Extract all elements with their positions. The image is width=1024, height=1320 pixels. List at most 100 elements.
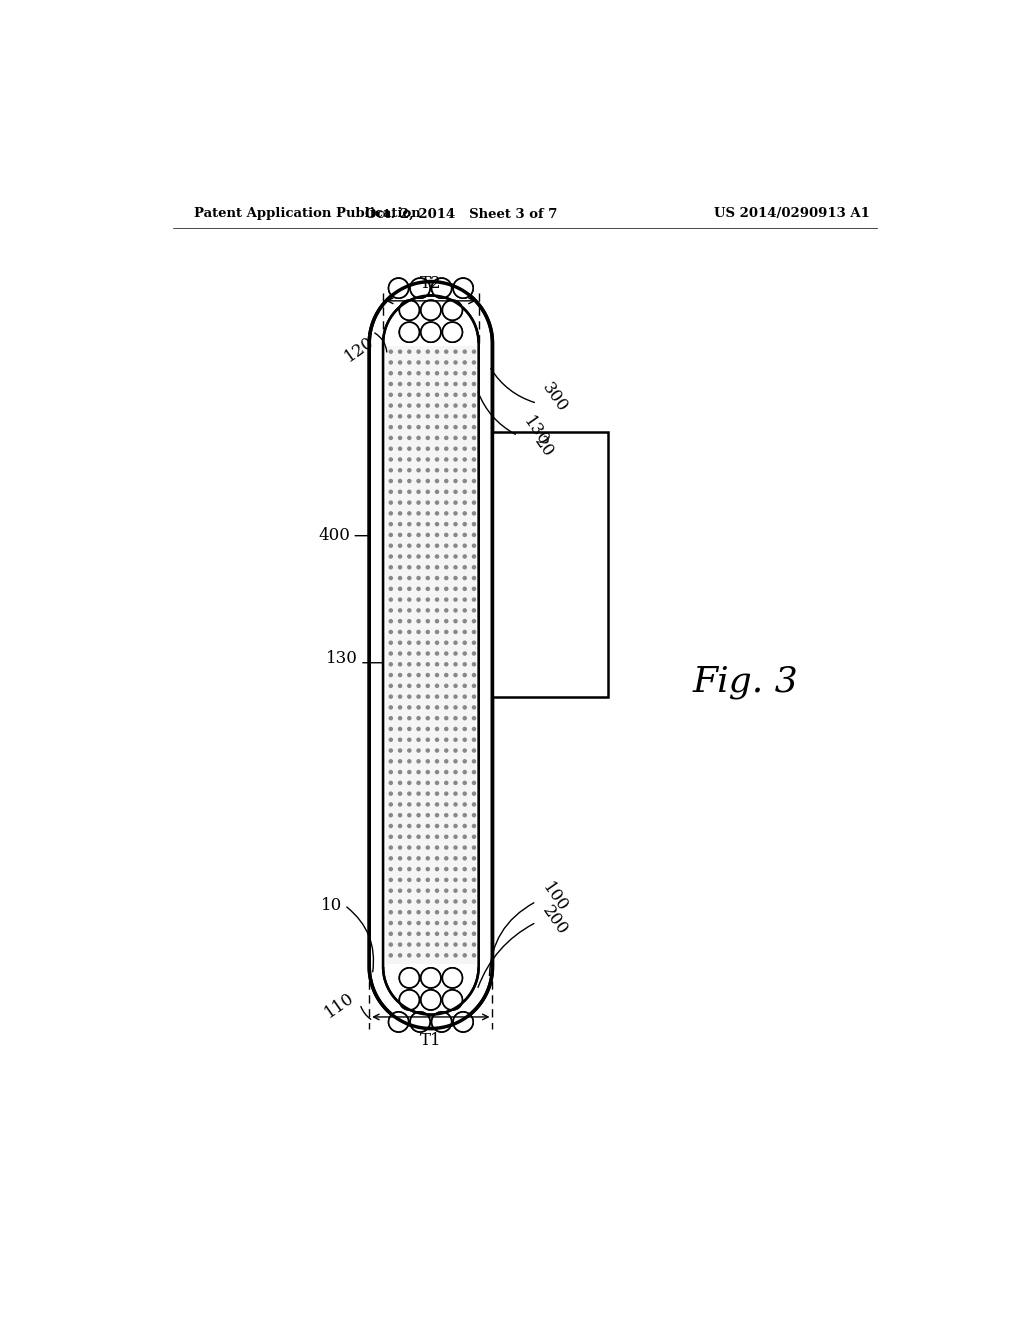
Circle shape <box>398 857 401 859</box>
Circle shape <box>454 598 457 601</box>
Circle shape <box>435 900 438 903</box>
Circle shape <box>417 360 420 364</box>
Circle shape <box>389 523 392 525</box>
Circle shape <box>444 663 447 665</box>
Circle shape <box>444 846 447 849</box>
Circle shape <box>444 360 447 364</box>
Circle shape <box>421 322 441 342</box>
Circle shape <box>463 533 466 536</box>
Circle shape <box>398 598 401 601</box>
Circle shape <box>472 942 475 946</box>
Circle shape <box>472 502 475 504</box>
Circle shape <box>435 652 438 655</box>
Circle shape <box>454 813 457 817</box>
Circle shape <box>389 360 392 364</box>
Circle shape <box>426 760 429 763</box>
Circle shape <box>454 479 457 483</box>
Circle shape <box>431 1012 452 1032</box>
Circle shape <box>398 566 401 569</box>
Circle shape <box>454 836 457 838</box>
Circle shape <box>389 673 392 677</box>
Circle shape <box>472 825 475 828</box>
Circle shape <box>389 717 392 719</box>
Circle shape <box>426 502 429 504</box>
Circle shape <box>435 425 438 429</box>
Circle shape <box>463 587 466 590</box>
Circle shape <box>463 942 466 946</box>
Circle shape <box>435 706 438 709</box>
Circle shape <box>399 990 420 1010</box>
Circle shape <box>435 836 438 838</box>
Circle shape <box>472 652 475 655</box>
Circle shape <box>417 792 420 795</box>
Circle shape <box>444 760 447 763</box>
Circle shape <box>472 760 475 763</box>
Circle shape <box>417 771 420 774</box>
Circle shape <box>426 836 429 838</box>
Circle shape <box>398 825 401 828</box>
Circle shape <box>435 867 438 871</box>
Circle shape <box>389 867 392 871</box>
Circle shape <box>426 523 429 525</box>
Circle shape <box>408 554 411 558</box>
Circle shape <box>454 857 457 859</box>
Circle shape <box>463 867 466 871</box>
Circle shape <box>444 803 447 807</box>
Circle shape <box>454 684 457 688</box>
Circle shape <box>408 673 411 677</box>
Circle shape <box>463 878 466 882</box>
Circle shape <box>444 479 447 483</box>
Circle shape <box>454 414 457 418</box>
Circle shape <box>444 642 447 644</box>
Circle shape <box>444 781 447 784</box>
Circle shape <box>426 867 429 871</box>
Circle shape <box>454 544 457 548</box>
Circle shape <box>444 825 447 828</box>
Circle shape <box>454 469 457 471</box>
Circle shape <box>426 512 429 515</box>
Circle shape <box>435 642 438 644</box>
Circle shape <box>454 587 457 590</box>
Circle shape <box>444 836 447 838</box>
Circle shape <box>454 911 457 913</box>
Circle shape <box>435 696 438 698</box>
Circle shape <box>408 760 411 763</box>
Circle shape <box>463 609 466 612</box>
Circle shape <box>398 771 401 774</box>
Circle shape <box>389 942 392 946</box>
Circle shape <box>408 619 411 623</box>
Circle shape <box>417 663 420 665</box>
Circle shape <box>463 900 466 903</box>
Circle shape <box>472 383 475 385</box>
Circle shape <box>454 738 457 742</box>
Circle shape <box>426 469 429 471</box>
Circle shape <box>410 279 430 298</box>
Circle shape <box>463 727 466 730</box>
Text: US 2014/0290913 A1: US 2014/0290913 A1 <box>714 207 869 220</box>
Circle shape <box>388 1012 409 1032</box>
Circle shape <box>472 631 475 634</box>
Circle shape <box>408 825 411 828</box>
Circle shape <box>389 748 392 752</box>
Circle shape <box>398 836 401 838</box>
Circle shape <box>463 825 466 828</box>
Circle shape <box>431 279 452 298</box>
Circle shape <box>426 512 429 515</box>
Circle shape <box>444 587 447 590</box>
Circle shape <box>444 533 447 536</box>
Circle shape <box>463 696 466 698</box>
Circle shape <box>426 577 429 579</box>
Circle shape <box>472 372 475 375</box>
Circle shape <box>408 684 411 688</box>
Circle shape <box>426 554 429 558</box>
Circle shape <box>472 878 475 882</box>
Circle shape <box>435 479 438 483</box>
Circle shape <box>444 533 447 536</box>
Circle shape <box>435 803 438 807</box>
Circle shape <box>426 942 429 946</box>
Circle shape <box>463 404 466 407</box>
Circle shape <box>454 523 457 525</box>
Circle shape <box>389 425 392 429</box>
Circle shape <box>417 813 420 817</box>
Circle shape <box>472 523 475 525</box>
